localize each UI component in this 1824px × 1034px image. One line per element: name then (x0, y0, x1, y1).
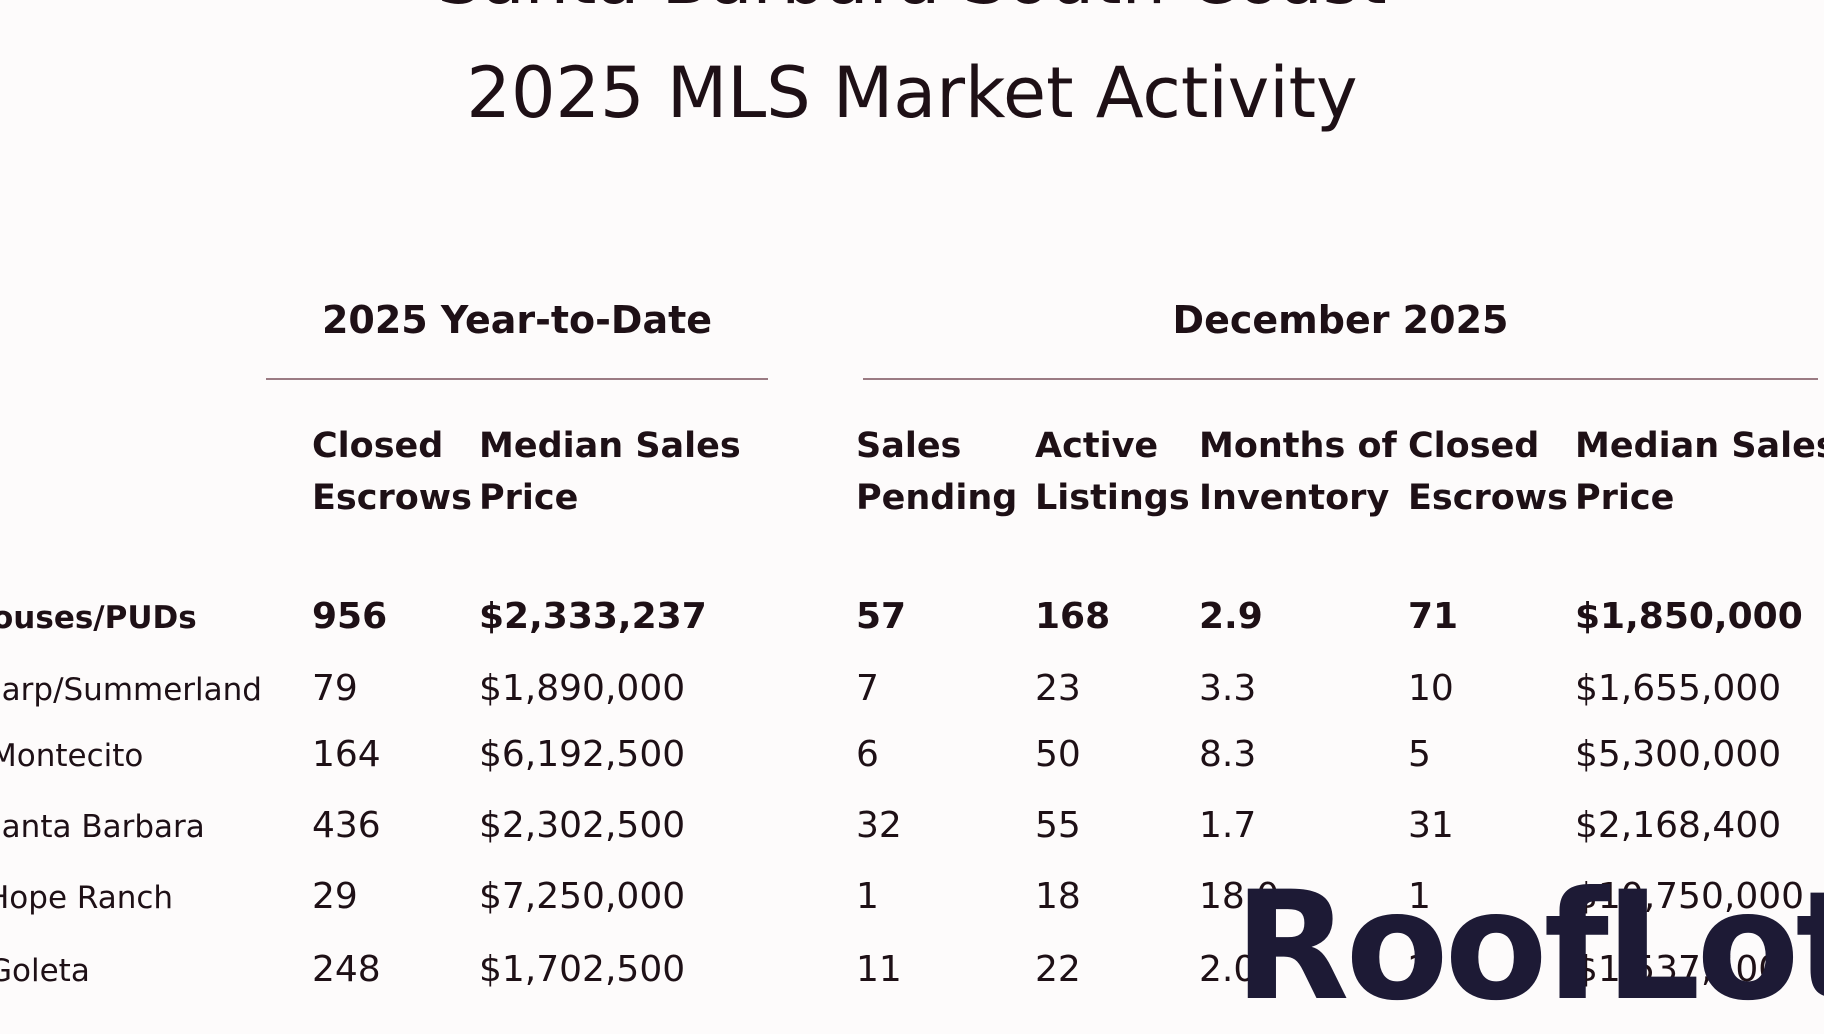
row-label: Carp/Summerland (0, 672, 262, 708)
column-header: Median Sales (1575, 426, 1824, 466)
cell: 1 (1408, 876, 1431, 917)
cell: 1.7 (1199, 805, 1257, 846)
column-header: Pending (856, 478, 1018, 518)
cell: 3.3 (1199, 668, 1257, 709)
cell: 57 (856, 596, 907, 637)
cell: 168 (1035, 596, 1111, 637)
watermark: RoofLot (1234, 860, 1824, 1034)
group-heading: 2025 Year-to-Date (321, 298, 713, 342)
cell: $6,192,500 (479, 734, 686, 775)
cell: 55 (1035, 805, 1081, 846)
cell: 5 (1408, 734, 1431, 775)
cell: $10,750,000 (1575, 876, 1805, 917)
column-header: Inventory (1199, 478, 1390, 518)
cell: 31 (1408, 805, 1454, 846)
group-rule (863, 378, 1818, 380)
group-rule (266, 378, 768, 380)
cell: $1,850,000 (1575, 596, 1803, 637)
cell: 956 (312, 596, 388, 637)
row-label: Hope Ranch (0, 880, 174, 916)
cell: $1,655,000 (1575, 668, 1782, 709)
cell: 7 (856, 668, 879, 709)
group-heading: December 2025 (1172, 298, 1509, 342)
column-header: Price (479, 478, 579, 518)
cell: 248 (312, 949, 381, 990)
cell: 18 (1035, 876, 1081, 917)
cell: 22 (1035, 949, 1081, 990)
cell: $1,890,000 (479, 668, 686, 709)
row-label: Montecito (0, 738, 144, 774)
column-header: Sales (856, 426, 962, 466)
cell: 1 (856, 876, 879, 917)
cell: $7,250,000 (479, 876, 686, 917)
column-header: Months of (1199, 426, 1397, 466)
cell: 29 (312, 876, 358, 917)
column-header: Closed (312, 426, 444, 466)
cell: 2.9 (1199, 596, 1263, 637)
row-label: ouses/PUDs (0, 600, 197, 636)
cell: $2,168,400 (1575, 805, 1782, 846)
column-header: Listings (1035, 478, 1190, 518)
cell: 32 (856, 805, 902, 846)
column-header: Price (1575, 478, 1675, 518)
cell: 164 (312, 734, 381, 775)
row-label: Santa Barbara (0, 809, 205, 845)
cell: 6 (856, 734, 879, 775)
cell: 2 (1408, 949, 1431, 990)
cell: $5,300,000 (1575, 734, 1782, 775)
column-header: Escrows (312, 478, 472, 518)
title: Santa Barbara South Coast (0, 0, 1824, 20)
column-header: Escrows (1408, 478, 1568, 518)
cell: $2,333,237 (479, 596, 707, 637)
cell: $1,702,500 (479, 949, 686, 990)
column-header: Median Sales (479, 426, 741, 466)
cell: 2.0 (1199, 949, 1257, 990)
column-header: Closed (1408, 426, 1540, 466)
cell: 436 (312, 805, 381, 846)
cell: 18.0 (1199, 876, 1280, 917)
cell: 50 (1035, 734, 1081, 775)
cell: 10 (1408, 668, 1454, 709)
subtitle: 2025 MLS Market Activity (466, 52, 1358, 134)
cell: 8.3 (1199, 734, 1257, 775)
row-label: Goleta (0, 953, 90, 989)
column-header: Active (1035, 426, 1159, 466)
cell: 79 (312, 668, 358, 709)
cell: $2,302,500 (479, 805, 686, 846)
cell: $1,537,500 (1575, 949, 1782, 990)
cell: 71 (1408, 596, 1459, 637)
cell: 23 (1035, 668, 1081, 709)
cell: 11 (856, 949, 902, 990)
